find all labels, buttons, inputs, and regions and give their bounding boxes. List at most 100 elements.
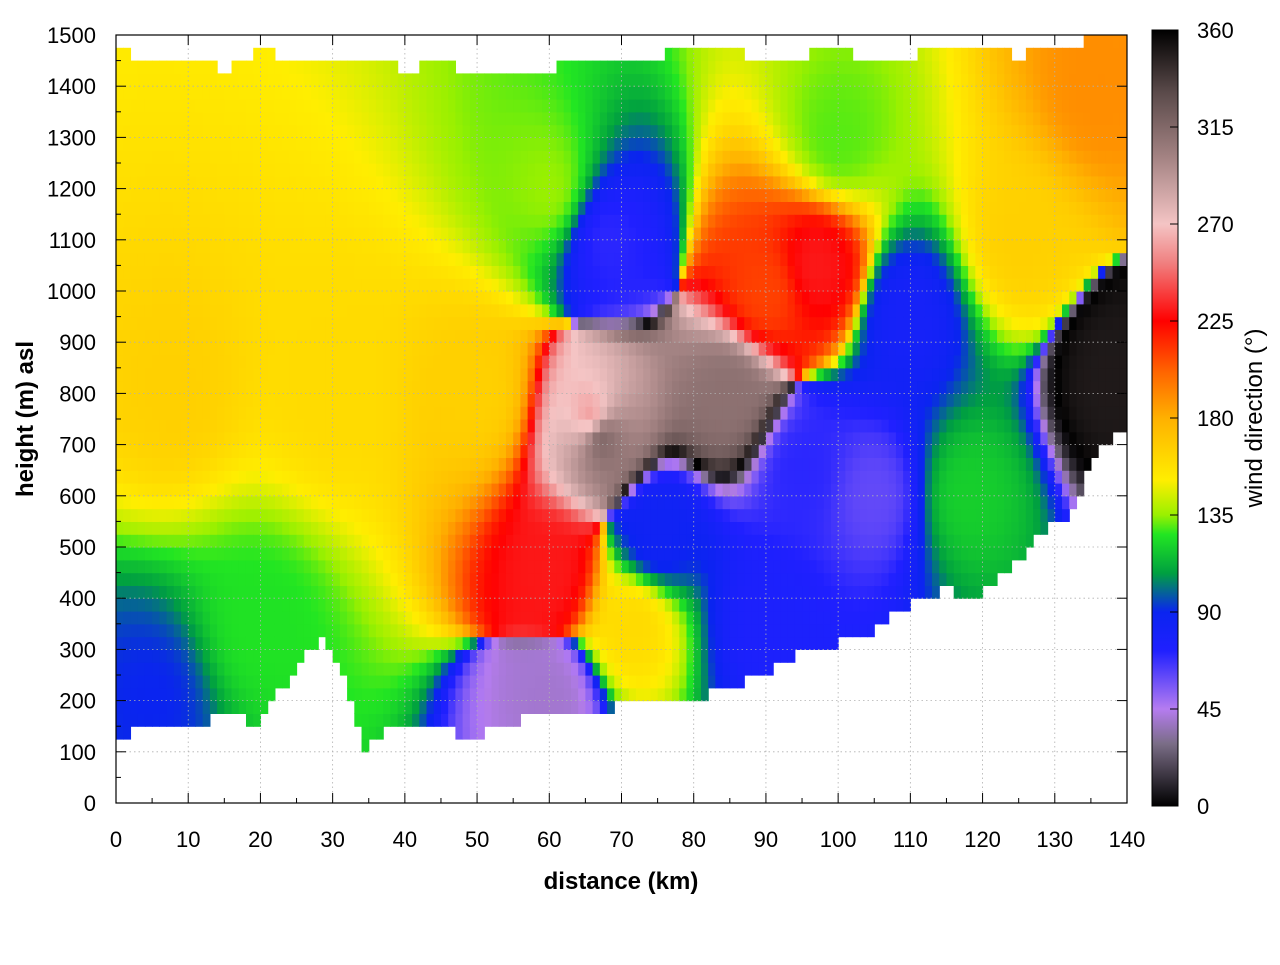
heatmap-cell	[137, 227, 146, 241]
heatmap-cell	[238, 342, 247, 356]
heatmap-cell	[231, 99, 240, 113]
heatmap-cell	[729, 201, 738, 215]
heatmap-cell	[390, 534, 399, 548]
heatmap-cell	[426, 124, 435, 138]
heatmap-cell	[737, 239, 745, 254]
heatmap-cell	[347, 636, 355, 650]
heatmap-cell	[448, 623, 457, 638]
heatmap-cell	[440, 611, 449, 625]
heatmap-cell	[332, 367, 341, 382]
heatmap-cell	[672, 483, 680, 497]
heatmap-cell	[209, 495, 218, 510]
heatmap-cell	[621, 214, 630, 228]
heatmap-cell	[152, 636, 160, 650]
heatmap-cell	[260, 483, 269, 497]
heatmap-cell	[455, 291, 464, 305]
heatmap-cell	[816, 124, 825, 138]
heatmap-cell	[289, 483, 298, 497]
heatmap-cell	[397, 495, 406, 510]
heatmap-cell	[310, 521, 319, 535]
heatmap-cell	[144, 713, 153, 727]
heatmap-cell	[505, 227, 514, 241]
heatmap-cell	[628, 227, 637, 241]
heatmap-cell	[765, 444, 774, 458]
heatmap-cell	[469, 572, 478, 586]
heatmap-cell	[585, 239, 594, 254]
heatmap-cell	[505, 380, 514, 394]
heatmap-cell	[570, 291, 579, 305]
heatmap-cell	[505, 124, 514, 138]
heatmap-cell	[585, 508, 594, 522]
heatmap-cell	[462, 201, 471, 215]
heatmap-cell	[383, 559, 392, 574]
heatmap-cell	[440, 419, 449, 433]
heatmap-cell	[505, 585, 514, 599]
heatmap-cell	[440, 687, 449, 702]
heatmap-cell	[325, 278, 334, 292]
heatmap-cell	[224, 316, 233, 330]
heatmap-cell	[484, 367, 493, 382]
heatmap-cell	[794, 278, 803, 292]
heatmap-cell	[715, 636, 724, 650]
heatmap-cell	[693, 303, 702, 318]
heatmap-cell	[397, 252, 406, 266]
heatmap-cell	[520, 534, 529, 548]
heatmap-cell	[635, 150, 644, 164]
heatmap-cell	[339, 444, 348, 458]
heatmap-cell	[585, 611, 594, 625]
heatmap-cell	[173, 470, 182, 484]
heatmap-cell	[274, 111, 283, 126]
heatmap-cell	[440, 265, 449, 279]
heatmap-cell	[412, 367, 420, 382]
heatmap-cell	[469, 265, 478, 279]
heatmap-cell	[592, 649, 601, 663]
heatmap-cell	[722, 611, 731, 625]
heatmap-cell	[787, 623, 796, 638]
heatmap-cell	[621, 483, 630, 497]
heatmap-cell	[448, 252, 457, 266]
heatmap-cell	[765, 201, 774, 215]
heatmap-cell	[643, 99, 651, 113]
heatmap-cell	[217, 534, 225, 548]
heatmap-cell	[245, 137, 254, 151]
heatmap-cell	[144, 175, 153, 190]
heatmap-cell	[708, 201, 716, 215]
heatmap-cell	[347, 508, 355, 522]
heatmap-cell	[621, 367, 630, 382]
heatmap-cell	[354, 457, 363, 471]
heatmap-cell	[700, 495, 709, 510]
heatmap-cell	[679, 73, 688, 87]
heatmap-cell	[816, 175, 825, 190]
heatmap-cell	[491, 367, 500, 382]
heatmap-cell	[116, 675, 124, 689]
heatmap-cell	[419, 329, 428, 343]
heatmap-cell	[253, 355, 262, 369]
heatmap-cell	[123, 457, 132, 471]
heatmap-cell	[267, 265, 276, 279]
heatmap-cell	[809, 611, 818, 625]
heatmap-cell	[159, 572, 168, 586]
heatmap-cell	[469, 150, 478, 164]
heatmap-cell	[123, 470, 132, 484]
heatmap-cell	[592, 214, 601, 228]
heatmap-cell	[325, 124, 334, 138]
heatmap-cell	[173, 598, 182, 612]
heatmap-cell	[823, 470, 832, 484]
heatmap-cell	[325, 291, 334, 305]
heatmap-cell	[715, 598, 724, 612]
heatmap-cell	[440, 431, 449, 446]
heatmap-cell	[448, 60, 457, 74]
heatmap-cell	[498, 559, 507, 574]
heatmap-cell	[180, 265, 189, 279]
heatmap-cell	[354, 713, 363, 727]
heatmap-cell	[462, 483, 471, 497]
heatmap-cell	[440, 495, 449, 510]
heatmap-cell	[217, 303, 225, 318]
heatmap-cell	[332, 60, 341, 74]
heatmap-cell	[708, 73, 716, 87]
heatmap-cell	[130, 431, 139, 446]
heatmap-cell	[773, 60, 781, 74]
heatmap-cell	[267, 163, 276, 177]
heatmap-cell	[397, 585, 406, 599]
heatmap-cell	[462, 598, 471, 612]
